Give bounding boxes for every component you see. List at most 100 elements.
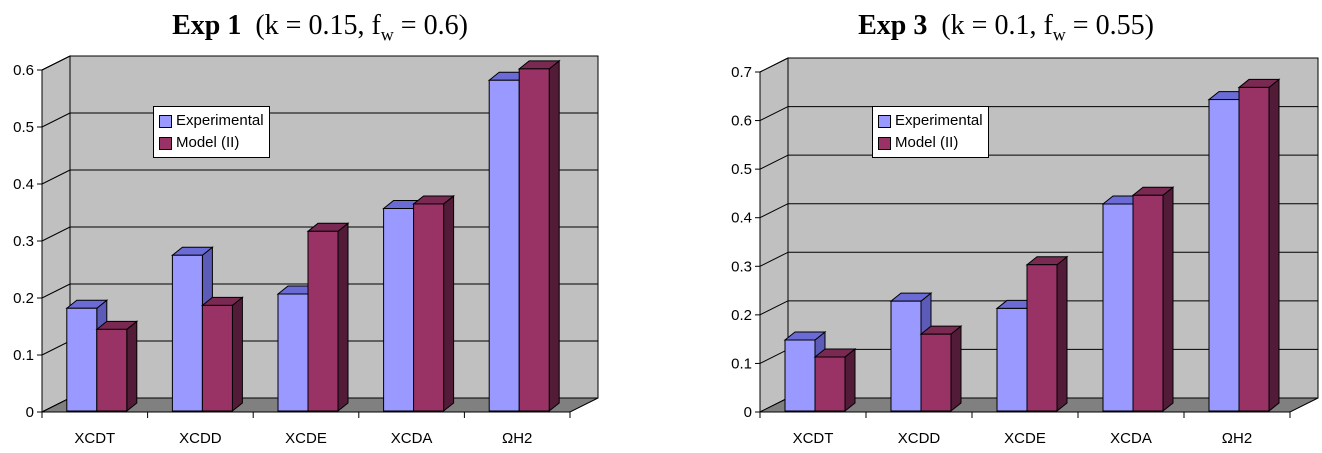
chart-plot: 0 0.1 0.2 0.3 0.4 0.5 0.6 0.7 XCDT XCDD XCDE XCDA ΩH…: [731, 57, 1319, 447]
gridline-side: [41, 55, 71, 71]
bar-front: [383, 208, 415, 412]
bar-front: [488, 79, 520, 412]
bar-side: [126, 320, 138, 413]
legend-swatch-experimental: [878, 114, 891, 128]
legend-swatch-model: [159, 136, 172, 150]
bar-front: [814, 356, 846, 412]
y-tick-label: 0.5: [731, 161, 752, 178]
bar-side: [1268, 78, 1280, 413]
title-bold: Exp 3: [858, 10, 928, 41]
gridline-side: [759, 251, 789, 267]
y-tick-label: 0.2: [13, 290, 34, 307]
title-bold: Exp 1: [172, 10, 242, 41]
y-tick-label: 0.6: [731, 113, 752, 130]
legend-item-experimental: Experimental: [878, 110, 983, 132]
chart-title: Exp 1 (k = 0.15, fw = 0.6): [0, 10, 640, 46]
gridline-side: [41, 226, 71, 242]
bar-model: [306, 222, 350, 413]
bar-model: [95, 320, 139, 413]
bar-side: [231, 296, 243, 413]
y-tick-label: 0.5: [13, 119, 34, 136]
x-tick-label: ΩH2: [1222, 430, 1252, 447]
bar-front: [518, 68, 550, 412]
gridline-side: [759, 348, 789, 364]
bar-side: [443, 194, 455, 413]
legend-label: Experimental: [895, 112, 983, 129]
bar-front: [1026, 264, 1058, 412]
x-tick-label: XCDE: [1004, 430, 1046, 447]
chart-exp1: Exp 1 (k = 0.15, fw = 0.6) 0 0.1 0.2 0.3 0.4…: [0, 0, 640, 448]
x-tick-label: ΩH2: [502, 430, 532, 447]
legend-swatch-model: [878, 136, 891, 150]
title-params-end: = 0.6): [393, 10, 468, 41]
plot-side-wall: [759, 57, 789, 413]
y-tick-label: 0.1: [731, 355, 752, 372]
bar-front: [890, 300, 922, 412]
bar-side: [1056, 255, 1068, 413]
gridline-side: [759, 106, 789, 122]
bar-model: [919, 325, 963, 413]
x-tick-label: XCDD: [179, 430, 222, 447]
bar-front: [784, 339, 816, 412]
y-tick-label: 0.3: [13, 233, 34, 250]
title-params: (k = 0.1, f: [941, 10, 1053, 41]
bar-front: [277, 293, 309, 412]
chart-title: Exp 3 (k = 0.1, fw = 0.55): [690, 10, 1322, 46]
gridline-side: [41, 340, 71, 356]
chart-legend: Experimental Model (II): [872, 106, 989, 158]
chart-legend: Experimental Model (II): [153, 106, 270, 158]
chart-exp3: Exp 3 (k = 0.1, fw = 0.55) 0 0.1 0.2 0.3 0.4…: [690, 0, 1322, 448]
y-tick-label: 0: [26, 404, 34, 421]
gridline-side: [41, 169, 71, 185]
x-tick-label: XCDE: [285, 430, 327, 447]
bar-side: [844, 347, 856, 413]
y-tick-label: 0.6: [13, 62, 34, 79]
bar-side: [548, 59, 560, 413]
y-tick-label: 0.2: [731, 307, 752, 324]
y-tick-label: 0.4: [731, 210, 752, 227]
bar-side: [950, 325, 962, 413]
legend-item-model: Model (II): [878, 132, 983, 154]
bar-model: [200, 296, 244, 413]
gridline-side: [759, 154, 789, 170]
bar-front: [96, 328, 128, 412]
y-tick-label: 0.1: [13, 347, 34, 364]
bar-front: [307, 230, 339, 412]
x-tick-label: XCDA: [391, 430, 433, 447]
bar-model: [1237, 78, 1281, 413]
bar-front: [66, 307, 98, 412]
bar-side: [337, 222, 349, 413]
gridline-side: [41, 112, 71, 128]
bar-front: [171, 254, 203, 412]
bar-front: [996, 307, 1028, 412]
bar-side: [1162, 186, 1174, 413]
bar-front: [1102, 203, 1134, 412]
gridline-side: [759, 57, 789, 73]
gridline-side: [41, 283, 71, 299]
bar-front: [920, 333, 952, 412]
bar-front: [201, 304, 233, 412]
bar-model: [412, 194, 456, 413]
legend-item-model: Model (II): [159, 132, 264, 154]
bar-model: [517, 59, 561, 413]
chart-plot: 0 0.1 0.2 0.3 0.4 0.5 0.6 XCDT XCDD XCDE XCDA ΩH2: [13, 55, 599, 447]
x-tick-label: XCDT: [793, 430, 834, 447]
title-params: (k = 0.15, f: [255, 10, 381, 41]
bar-model: [1131, 186, 1175, 413]
legend-label: Experimental: [176, 112, 264, 129]
y-tick-label: 0.7: [731, 64, 752, 81]
x-tick-label: XCDT: [74, 430, 115, 447]
title-params-end: = 0.55): [1065, 10, 1154, 41]
legend-label: Model (II): [895, 134, 959, 151]
x-tick-label: XCDD: [898, 430, 941, 447]
gridline-side: [759, 300, 789, 316]
bar-model: [813, 347, 857, 413]
y-tick-label: 0.4: [13, 176, 34, 193]
gridline-side: [759, 203, 789, 219]
bar-model: [1025, 255, 1069, 413]
title-subscript: w: [1052, 24, 1066, 45]
bar-front: [1132, 194, 1164, 412]
title-subscript: w: [380, 24, 394, 45]
bar-front: [413, 203, 445, 412]
bar-front: [1208, 99, 1240, 412]
